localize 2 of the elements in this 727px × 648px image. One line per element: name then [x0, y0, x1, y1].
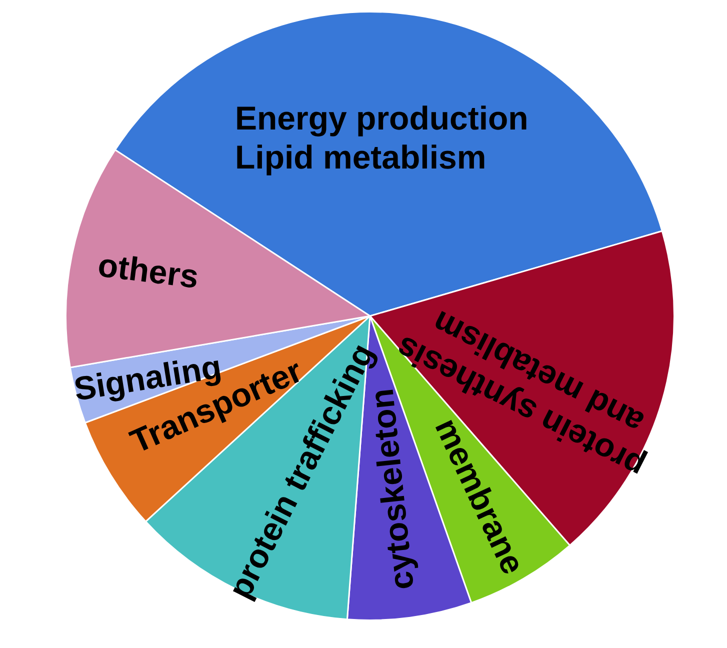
- slice-label: Energy production Lipid metablism: [235, 100, 528, 176]
- slice-label: others: [96, 246, 201, 296]
